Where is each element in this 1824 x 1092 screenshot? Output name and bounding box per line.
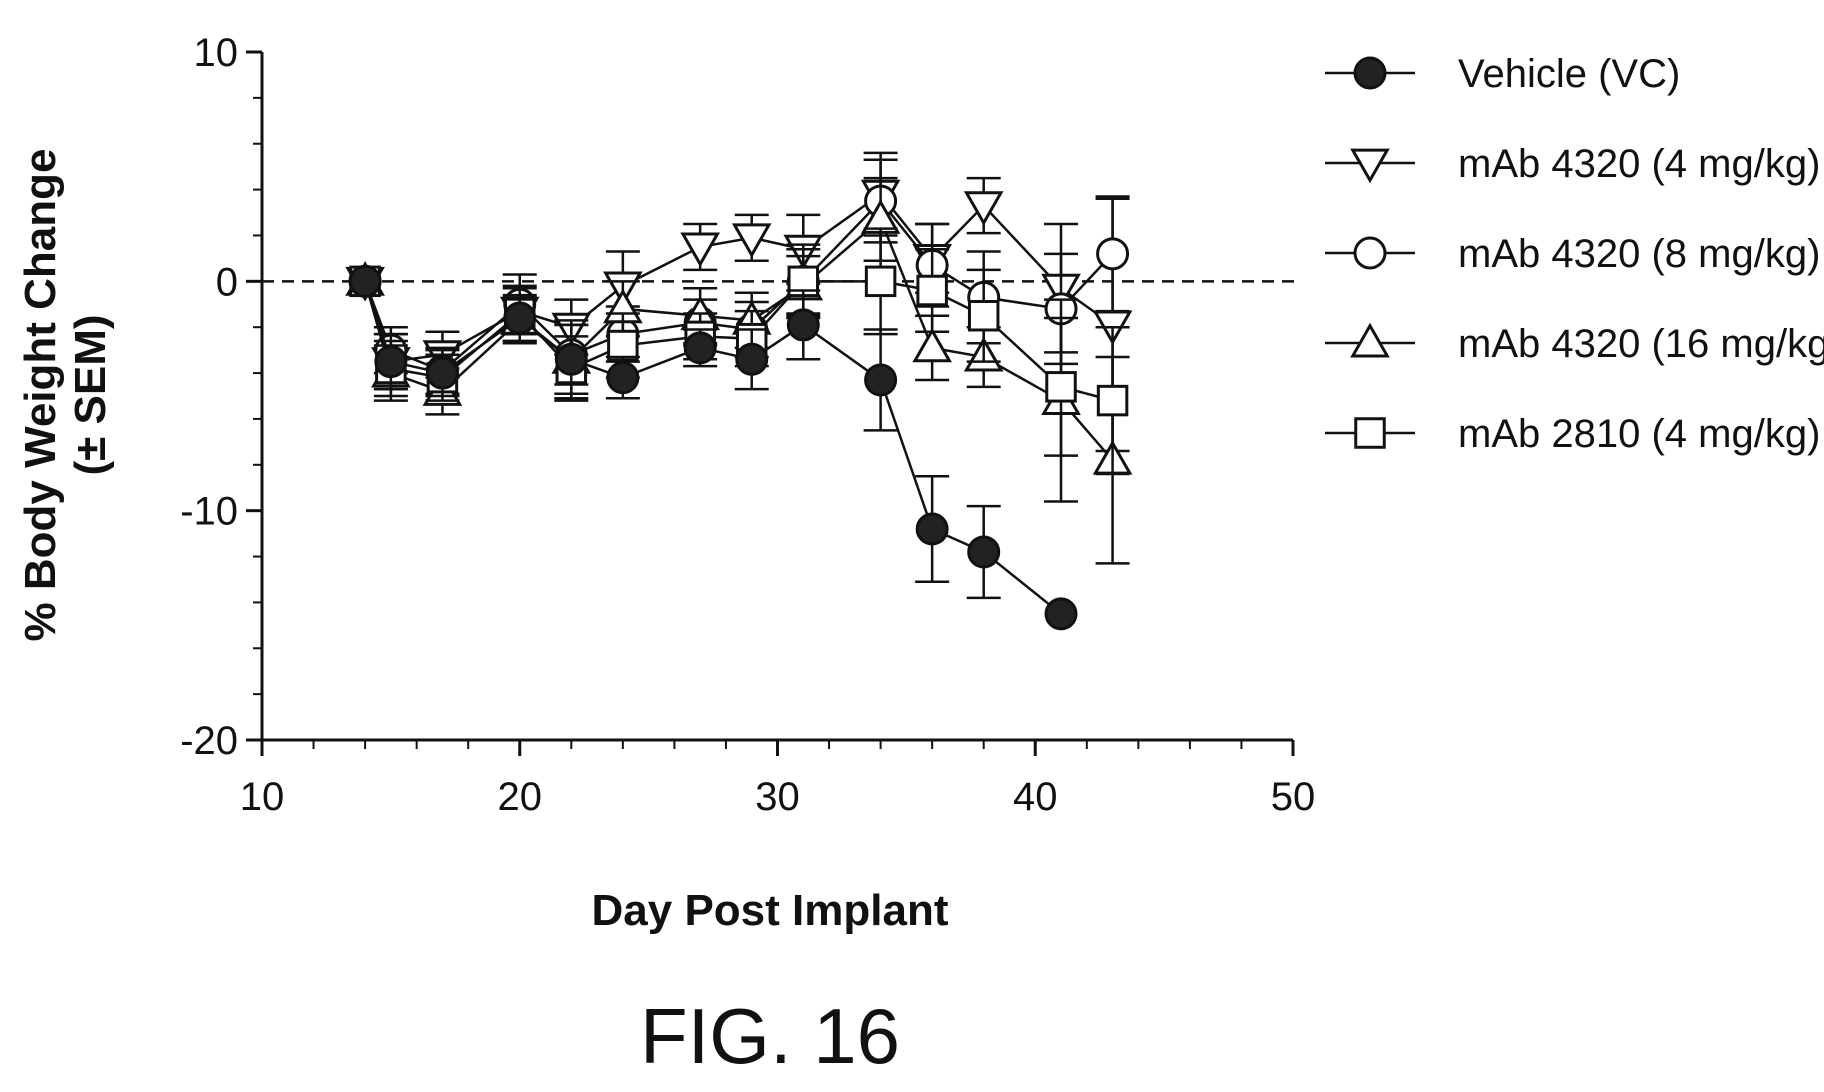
data-point (864, 363, 898, 397)
data-point (915, 512, 949, 546)
legend-label: mAb 4320 (8 mg/kg) (1458, 232, 1820, 276)
y-tick-label: -20 (180, 719, 238, 763)
data-point (683, 331, 717, 365)
legend-marker (1354, 417, 1386, 449)
legend-item: mAb 2810 (4 mg/kg) (1325, 412, 1820, 456)
data-point (607, 329, 639, 362)
y-axis-title-line2: (± SEM) (66, 314, 115, 475)
data-point (1045, 371, 1077, 403)
data-point (606, 361, 640, 395)
y-axis-title: % Body Weight Change (± SEM) (16, 149, 115, 642)
y-axis-title-line1: % Body Weight Change (16, 149, 65, 642)
legend-item: mAb 4320 (8 mg/kg) (1325, 232, 1820, 276)
data-point (967, 299, 1000, 332)
legend-marker (1353, 236, 1387, 270)
plot-area (262, 151, 1295, 631)
data-point (348, 264, 382, 298)
x-tick-label: 50 (1271, 775, 1316, 819)
data-point (916, 274, 948, 307)
y-tick-label: -10 (180, 490, 238, 534)
series-circle-filled (348, 264, 1078, 631)
x-tick-label: 10 (240, 775, 285, 819)
data-point (1096, 237, 1130, 271)
x-axis-title: Day Post Implant (592, 886, 949, 935)
data-point (374, 345, 408, 379)
legend-item: Vehicle (VC) (1325, 52, 1680, 96)
data-point (786, 308, 820, 342)
data-point (425, 356, 459, 390)
legend-marker (1350, 148, 1390, 184)
legend-label: mAb 4320 (4 mg/kg) (1458, 142, 1820, 186)
data-point (735, 342, 769, 376)
data-point (731, 223, 772, 259)
data-point (864, 265, 897, 298)
legend-label: Vehicle (VC) (1458, 52, 1680, 96)
legend-item: mAb 4320 (4 mg/kg) (1325, 142, 1820, 186)
y-tick-label: 10 (194, 31, 239, 75)
data-point (680, 232, 721, 268)
legend-label: mAb 4320 (16 mg/kg) (1458, 322, 1824, 366)
figure-caption: FIG. 16 (640, 992, 900, 1080)
data-point (1096, 384, 1129, 417)
x-tick-label: 40 (1013, 775, 1058, 819)
y-tick-label: 0 (216, 260, 238, 304)
legend-marker (1353, 56, 1387, 90)
x-tick-label: 20 (498, 775, 543, 819)
legend-marker (1350, 322, 1390, 358)
data-point (1044, 597, 1078, 631)
legend-item: mAb 4320 (16 mg/kg) (1325, 322, 1824, 366)
data-point (503, 301, 537, 335)
data-point (967, 535, 1001, 569)
x-tick-label: 30 (755, 775, 800, 819)
data-point (912, 327, 952, 363)
data-point (554, 342, 588, 376)
legend: Vehicle (VC) mAb 4320 (4 mg/kg) mAb 4320 (… (1325, 52, 1824, 456)
data-point (963, 191, 1004, 226)
legend-label: mAb 2810 (4 mg/kg) (1458, 412, 1820, 456)
